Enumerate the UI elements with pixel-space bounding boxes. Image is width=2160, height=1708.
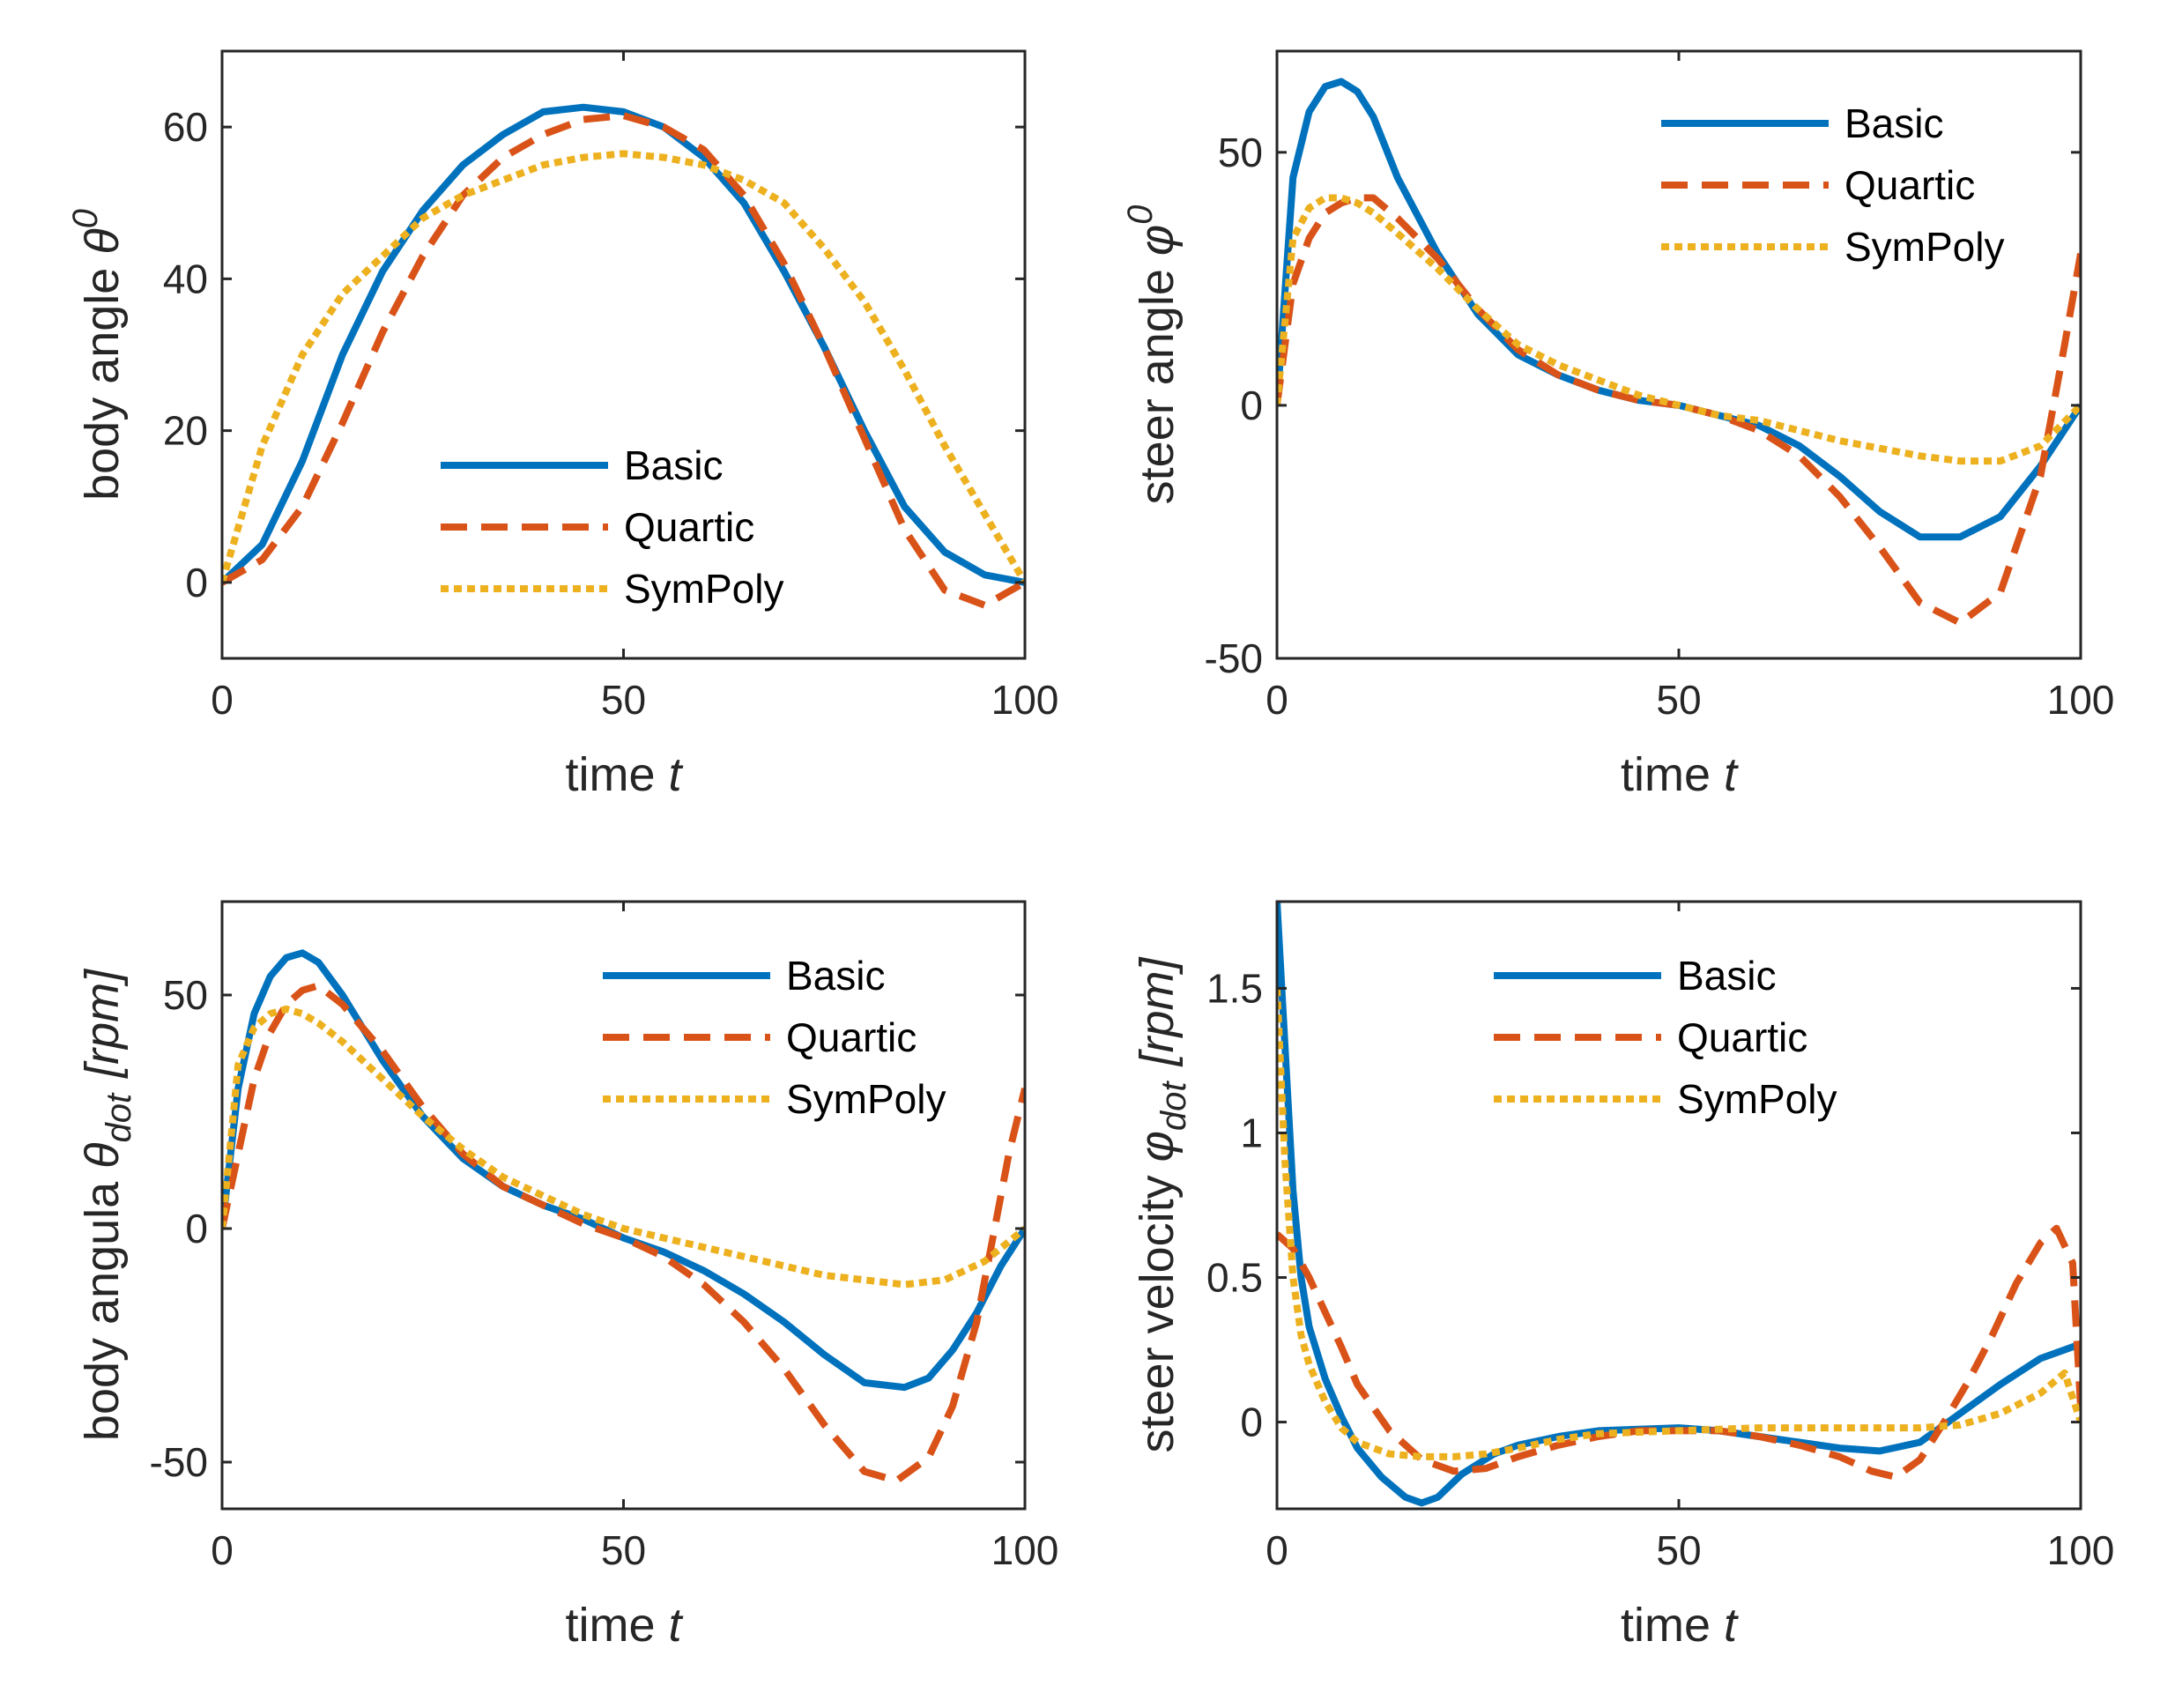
y-axis-label: steer velocity φdot[rpm] [1131, 956, 1193, 1453]
legend-label-basic: Basic [1845, 100, 1943, 146]
series-line-sympoly [1277, 194, 2081, 465]
legend-label-quartic: Quartic [1845, 162, 1975, 208]
legend-label-sympoly: SymPoly [786, 1076, 946, 1122]
y-tick-label: 0 [185, 560, 208, 605]
legend-label-sympoly: SymPoly [1845, 224, 2004, 270]
x-axis-label: time t [565, 748, 683, 801]
legend-label-quartic: Quartic [624, 504, 754, 550]
x-tick-label: 50 [601, 1527, 646, 1573]
chart-body-angle: 0 50 100 0 20 40 60 time t body angle θ0 Basic Qua… [66, 49, 1059, 801]
series-line-sympoly [222, 150, 1025, 584]
legend-label-basic: Basic [624, 442, 723, 488]
x-tick-label: 100 [2047, 1527, 2115, 1573]
series-line-basic [1277, 78, 2081, 541]
series-line-quartic [222, 982, 1025, 1485]
legend: Basic Quartic SymPoly [441, 442, 783, 612]
series-line-sympoly [1277, 988, 2081, 1460]
legend-label-basic: Basic [786, 953, 885, 999]
y-tick-label: 0.5 [1206, 1255, 1263, 1301]
legend-label-sympoly: SymPoly [1677, 1076, 1837, 1122]
x-axis-label: time t [1621, 748, 1739, 801]
series-line-sympoly [222, 1005, 1025, 1288]
legend-label-basic: Basic [1677, 953, 1776, 999]
y-tick-label: 0 [185, 1206, 208, 1251]
y-tick-label: 1.5 [1206, 965, 1263, 1011]
legend-label-sympoly: SymPoly [624, 566, 783, 612]
series-line-quartic [1277, 1224, 2081, 1481]
y-axis-label: body angula θdot[rpm] [76, 968, 138, 1441]
legend: Basic Quartic SymPoly [603, 953, 946, 1122]
y-tick-label: -50 [150, 1439, 208, 1485]
y-tick-label: -50 [1205, 635, 1263, 681]
legend-label-quartic: Quartic [786, 1014, 917, 1060]
x-axis-label: time t [565, 1599, 683, 1652]
legend: Basic Quartic SymPoly [1494, 953, 1837, 1122]
y-tick-label: 0 [1240, 1400, 1263, 1445]
y-axis-label: body angle θ0 [66, 209, 129, 501]
y-axis-label: steer angle φ0 [1121, 205, 1184, 505]
x-axis-label: time t [1621, 1599, 1739, 1652]
x-tick-label: 0 [211, 677, 234, 723]
legend: Basic Quartic SymPoly [1661, 100, 2004, 270]
y-tick-label: 60 [163, 104, 208, 150]
x-tick-label: 0 [211, 1527, 234, 1573]
plot-frame [1275, 49, 2082, 660]
y-tick-label: 50 [163, 972, 208, 1018]
y-tick-label: 50 [1218, 130, 1263, 175]
y-tick-label: 1 [1240, 1110, 1263, 1155]
y-tick-label: 0 [1240, 382, 1263, 428]
x-tick-label: 50 [1656, 677, 1701, 723]
series-line-basic [222, 103, 1025, 586]
x-tick-label: 0 [1266, 677, 1288, 723]
y-tick-label: 20 [163, 408, 208, 454]
series-line-basic [222, 949, 1025, 1392]
y-tick-label: 40 [163, 256, 208, 301]
x-tick-label: 50 [1656, 1527, 1701, 1573]
x-tick-label: 0 [1266, 1527, 1288, 1573]
x-tick-label: 100 [2047, 677, 2115, 723]
legend-label-quartic: Quartic [1677, 1014, 1807, 1060]
x-tick-label: 50 [601, 677, 646, 723]
x-tick-label: 100 [991, 1527, 1059, 1573]
x-tick-label: 100 [991, 677, 1059, 723]
chart-steer-velocity: 0 50 100 0 0.5 1 1.5 time t steer velocity φdot[… [1131, 900, 2115, 1652]
